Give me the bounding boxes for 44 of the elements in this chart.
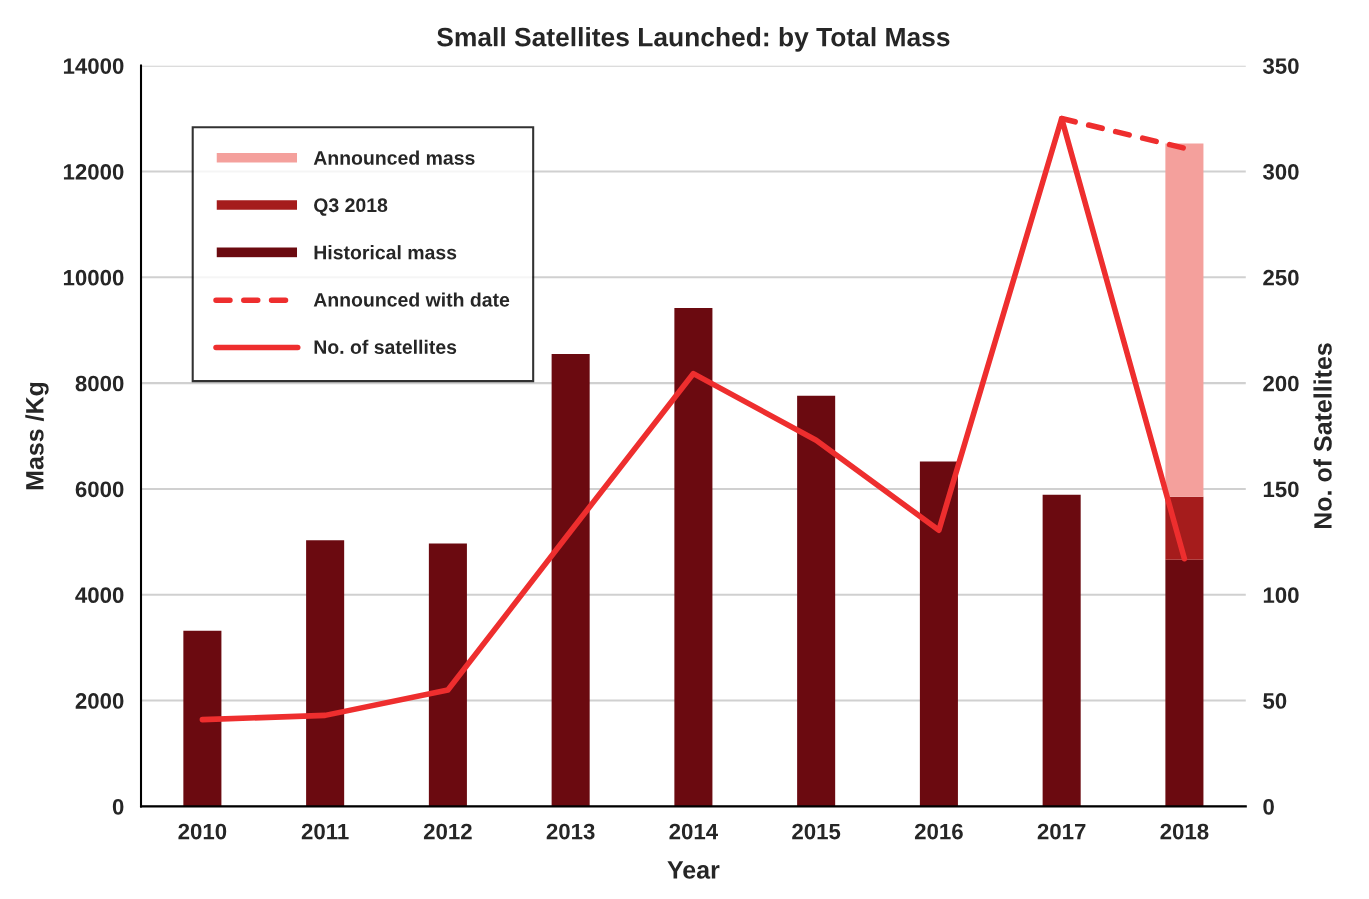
legend-label: Announced with date xyxy=(313,292,510,307)
y2-tick-label: 0 xyxy=(1263,798,1274,815)
y-tick-label: 10000 xyxy=(63,269,124,286)
y-tick-label: 4000 xyxy=(75,587,124,604)
y-tick-label: 2000 xyxy=(75,693,124,709)
bar xyxy=(428,543,467,807)
y-tick-label: 14000 xyxy=(63,58,124,74)
x-tick-label: 2012 xyxy=(423,823,472,840)
y-tick-label: 12000 xyxy=(63,163,124,180)
bar xyxy=(1165,143,1204,497)
y-tick-label: 8000 xyxy=(75,375,124,392)
y2-tick-label: 250 xyxy=(1263,269,1299,286)
y2-tick-label: 50 xyxy=(1263,693,1287,709)
bar xyxy=(1165,559,1204,807)
x-tick-label: 2015 xyxy=(792,823,841,840)
legend-label: Historical mass xyxy=(314,245,457,260)
bar xyxy=(919,461,958,807)
bar xyxy=(183,630,222,807)
y2-axis-title: No. of Satellites xyxy=(1313,343,1332,529)
x-tick-label: 2013 xyxy=(546,823,595,840)
bar xyxy=(797,395,836,807)
x-tick-label: 2018 xyxy=(1160,823,1209,840)
x-tick-label: 2010 xyxy=(178,823,227,840)
bar xyxy=(1042,494,1081,807)
y2-tick-label: 350 xyxy=(1262,58,1299,74)
bar xyxy=(306,540,345,807)
y-axis-title: Mass /Kg xyxy=(25,382,49,490)
legend-label: Q3 2018 xyxy=(314,198,388,216)
x-tick-label: 2016 xyxy=(914,823,963,840)
bar xyxy=(674,307,713,807)
y-tick-label: 6000 xyxy=(75,481,124,498)
x-tick-label: 2011 xyxy=(301,823,349,840)
legend-label: Announced mass xyxy=(313,150,475,165)
y2-tick-label: 200 xyxy=(1263,375,1299,392)
y2-tick-label: 100 xyxy=(1263,587,1299,604)
x-tick-label: 2017 xyxy=(1037,823,1086,840)
y2-tick-label: 150 xyxy=(1263,481,1299,498)
bar xyxy=(551,354,590,807)
x-tick-label: 2014 xyxy=(669,823,718,840)
chart-title: Small Satellites Launched: by Total Mass xyxy=(437,27,950,52)
x-axis-title: Year xyxy=(667,861,720,879)
y-tick-label: 0 xyxy=(112,798,124,815)
y2-tick-label: 300 xyxy=(1262,163,1299,180)
legend-label: No. of satellites xyxy=(314,339,457,354)
